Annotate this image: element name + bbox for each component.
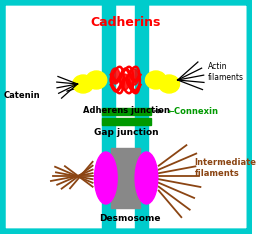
Bar (102, 108, 151, 115)
Ellipse shape (73, 75, 93, 93)
Text: ←Connexin: ←Connexin (167, 106, 218, 116)
Ellipse shape (146, 71, 166, 89)
Text: Adherens junction: Adherens junction (83, 106, 170, 115)
Ellipse shape (135, 152, 158, 204)
Bar (102, 118, 151, 125)
Ellipse shape (86, 71, 107, 89)
Text: Catenin: Catenin (4, 91, 40, 100)
Text: Actin
filaments: Actin filaments (208, 62, 244, 82)
Ellipse shape (95, 152, 117, 204)
Bar (112, 148, 140, 208)
Polygon shape (129, 69, 139, 85)
Polygon shape (120, 74, 129, 90)
FancyBboxPatch shape (0, 0, 254, 234)
Text: Cadherins: Cadherins (91, 15, 161, 29)
Ellipse shape (159, 75, 179, 93)
Text: Desmosome: Desmosome (99, 214, 161, 223)
Bar (135, 4, 148, 230)
Text: Gap junction: Gap junction (95, 128, 159, 137)
Polygon shape (111, 68, 120, 84)
Text: Intermediate
filaments: Intermediate filaments (195, 158, 257, 178)
Bar (102, 4, 115, 230)
